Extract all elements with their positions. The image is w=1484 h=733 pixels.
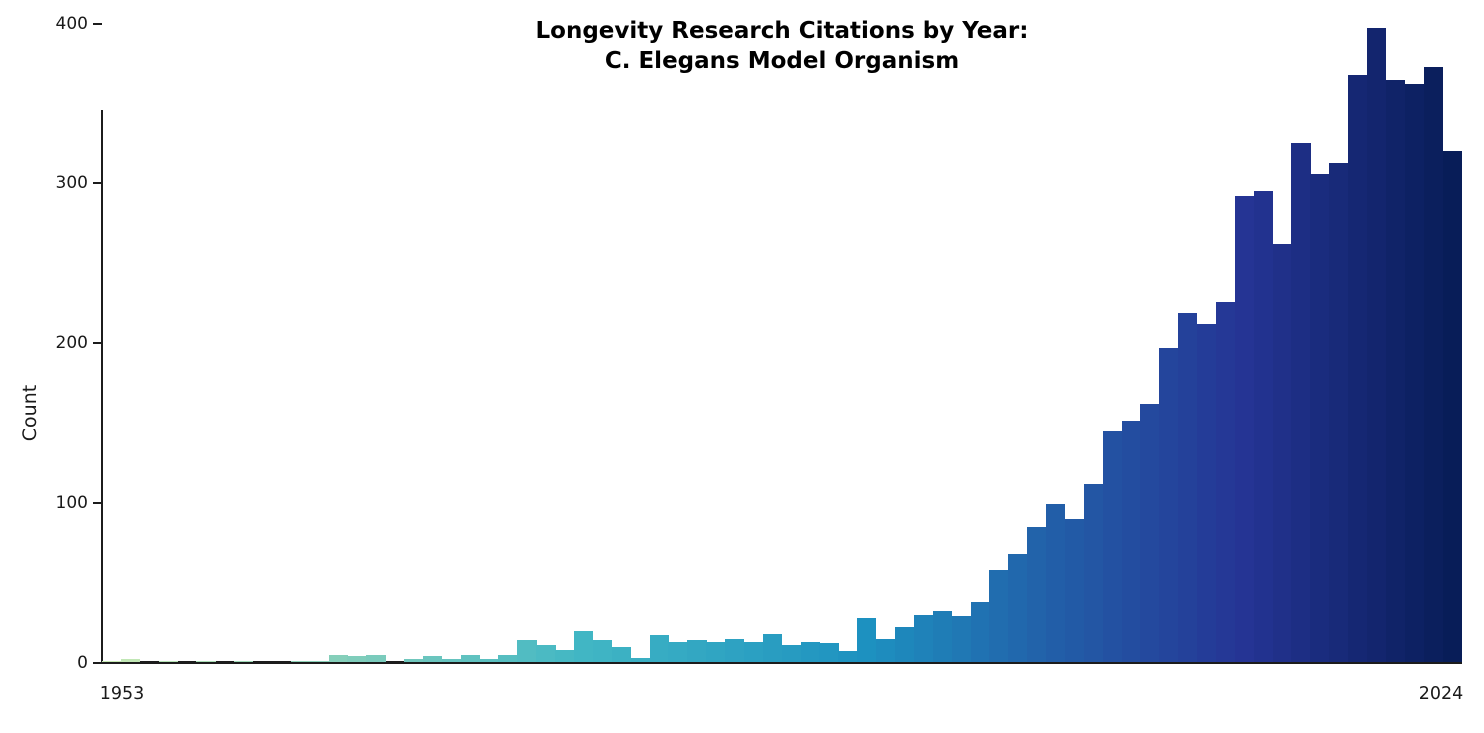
y-axis-label: Count: [19, 384, 41, 442]
bar-2018: [1329, 162, 1349, 663]
y-tick-label-200: 200: [55, 333, 88, 354]
y-tick-label-400: 400: [55, 13, 88, 34]
bar-1973: [479, 659, 499, 663]
bar-1997: [932, 611, 952, 663]
y-tick-label-100: 100: [55, 492, 88, 513]
bar-1998: [951, 616, 971, 663]
x-tick-label-2024: 2024: [1418, 684, 1464, 704]
bar-2024: [1442, 151, 1462, 663]
bar-1977: [555, 649, 575, 663]
bar-2022: [1404, 84, 1425, 663]
bar-2009: [1159, 347, 1179, 663]
y-axis-spine: [101, 110, 103, 664]
chart-title-line2: C. Elegans Model Organism: [604, 48, 960, 74]
bar-1954: [120, 659, 141, 663]
bar-1976: [536, 644, 556, 663]
bar-1996: [913, 614, 934, 663]
bar-1984: [687, 640, 707, 663]
bar-2015: [1272, 244, 1292, 663]
bar-2002: [1027, 526, 1047, 663]
bar-1993: [857, 617, 877, 663]
bar-2020: [1366, 28, 1387, 663]
bar-1956: [158, 660, 178, 663]
bar-1967: [366, 654, 386, 663]
y-tick-mark-0: [93, 661, 102, 664]
bar-2023: [1423, 66, 1443, 663]
bar-2019: [1348, 74, 1368, 663]
bar-2010: [1178, 312, 1198, 663]
bar-1974: [498, 654, 518, 663]
y-tick-mark-400: [93, 22, 102, 25]
bar-2013: [1234, 196, 1255, 663]
y-tick-label-300: 300: [55, 173, 88, 194]
x-tick-label-1953: 1953: [99, 684, 145, 704]
bar-1960: [234, 660, 254, 663]
bar-1985: [706, 641, 726, 663]
bar-1964: [309, 660, 329, 663]
bar-1980: [611, 646, 632, 663]
bar-1983: [668, 641, 688, 663]
bar-2000: [989, 569, 1009, 663]
bar-1988: [762, 633, 783, 663]
bar-2003: [1046, 504, 1066, 663]
bar-2006: [1102, 430, 1122, 663]
bar-2011: [1197, 323, 1217, 663]
bar-1987: [743, 641, 764, 663]
bar-1966: [347, 656, 367, 663]
bar-1994: [876, 638, 896, 663]
bar-2005: [1083, 483, 1104, 663]
bar-1963: [290, 660, 311, 663]
bar-2017: [1310, 173, 1330, 663]
bar-1969: [404, 659, 424, 663]
bar-1972: [460, 654, 480, 663]
bar-2016: [1291, 143, 1311, 663]
bar-2021: [1385, 79, 1406, 663]
chart-title-line1: Longevity Research Citations by Year:: [535, 18, 1029, 44]
bar-1982: [649, 635, 669, 663]
bar-2012: [1215, 301, 1236, 663]
chart-title: Longevity Research Citations by Year: C.…: [102, 16, 1462, 76]
bar-2001: [1008, 553, 1028, 663]
bar-1978: [574, 630, 594, 663]
bar-1971: [441, 659, 462, 663]
bar-1990: [800, 641, 820, 663]
bar-1958: [196, 660, 216, 663]
bar-1989: [781, 644, 801, 663]
bar-2007: [1121, 421, 1141, 663]
bar-1991: [819, 643, 839, 663]
bar-1995: [894, 627, 915, 663]
bar-1979: [592, 640, 613, 663]
bar-1999: [970, 601, 990, 663]
bar-1986: [725, 638, 745, 663]
bar-1965: [328, 654, 348, 663]
bar-1992: [838, 651, 858, 663]
bar-2004: [1064, 518, 1085, 663]
bar-1970: [422, 656, 443, 663]
y-tick-mark-200: [93, 342, 102, 345]
bar-2008: [1140, 403, 1160, 663]
x-axis-spine: [101, 661, 1462, 664]
y-tick-mark-100: [93, 501, 102, 504]
y-tick-label-0: 0: [77, 652, 88, 673]
y-tick-mark-300: [93, 182, 102, 185]
bar-1981: [630, 657, 650, 663]
bar-1953: [102, 660, 122, 663]
bar-2014: [1253, 191, 1273, 663]
bar-1975: [517, 640, 537, 663]
